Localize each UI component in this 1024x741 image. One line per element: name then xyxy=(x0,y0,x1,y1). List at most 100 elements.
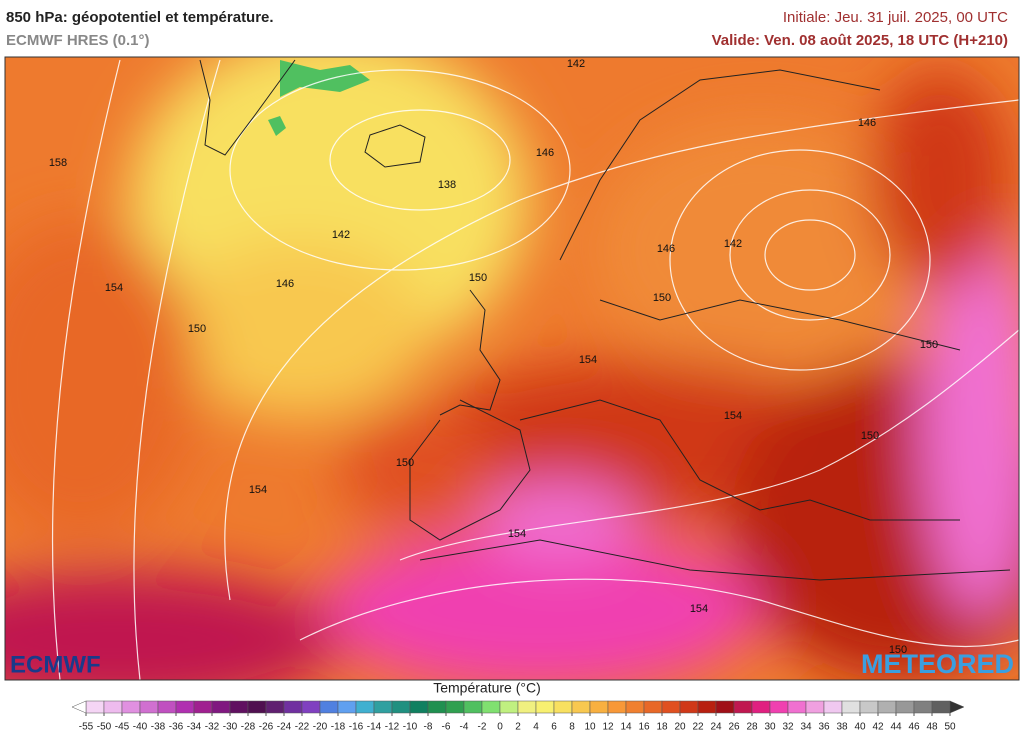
legend-swatch xyxy=(661,700,681,714)
legend-swatch xyxy=(427,700,447,714)
legend-tick-label: 10 xyxy=(584,722,596,733)
legend-swatch xyxy=(643,700,663,714)
legend-swatch xyxy=(895,700,915,714)
legend-arrow-low xyxy=(71,700,87,714)
valid-date: Valide: Ven. 08 août 2025, 18 UTC (H+210… xyxy=(712,32,1008,49)
legend-swatch xyxy=(841,700,861,714)
legend-swatch xyxy=(229,700,249,714)
legend-tick-label: 28 xyxy=(746,722,758,733)
legend-tick-label: -30 xyxy=(223,722,238,733)
legend-swatch xyxy=(265,700,285,714)
legend-tick-label: -18 xyxy=(331,722,346,733)
legend-tick-label: -10 xyxy=(403,722,418,733)
legend-swatch xyxy=(463,700,483,714)
legend-tick-label: -50 xyxy=(97,722,112,733)
legend-tick-label: 36 xyxy=(818,722,830,733)
legend-tick-label: -22 xyxy=(295,722,310,733)
contour-label: 146 xyxy=(536,147,554,159)
legend-tick-label: 4 xyxy=(533,722,539,733)
legend-swatch xyxy=(409,700,429,714)
contour-label: 142 xyxy=(724,238,742,250)
legend-tick-label: -38 xyxy=(151,722,166,733)
legend-tick-label: 20 xyxy=(674,722,686,733)
legend-swatch xyxy=(175,700,195,714)
legend-tick-label: 24 xyxy=(710,722,722,733)
contour-label: 150 xyxy=(920,339,938,351)
legend-swatch xyxy=(319,700,339,714)
legend-swatch xyxy=(103,700,123,714)
legend-tick-label: -4 xyxy=(460,722,469,733)
legend-tick-label: 48 xyxy=(926,722,938,733)
legend-tick-label: 18 xyxy=(656,722,668,733)
contour-label: 146 xyxy=(276,278,294,290)
legend-swatch xyxy=(247,700,267,714)
contour-label: 142 xyxy=(567,58,585,70)
legend-swatch xyxy=(481,700,501,714)
map xyxy=(5,57,1019,680)
legend-tick-label: 22 xyxy=(692,722,704,733)
legend-swatch xyxy=(751,700,771,714)
legend-tick-label: -16 xyxy=(349,722,364,733)
legend-swatch xyxy=(733,700,753,714)
legend-swatch xyxy=(589,700,609,714)
legend-swatch xyxy=(607,700,627,714)
legend-tick-label: -55 xyxy=(79,722,94,733)
contour-label: 158 xyxy=(49,157,67,169)
legend-swatch xyxy=(859,700,879,714)
legend-swatch xyxy=(625,700,645,714)
legend-swatch xyxy=(571,700,591,714)
contour-label: 154 xyxy=(579,354,597,366)
legend-tick-label: -26 xyxy=(259,722,274,733)
legend-tick-label: 8 xyxy=(569,722,575,733)
contour-label: 146 xyxy=(858,117,876,129)
legend-swatch xyxy=(139,700,159,714)
legend-swatch xyxy=(373,700,393,714)
initial-date: Initiale: Jeu. 31 juil. 2025, 00 UTC xyxy=(783,9,1008,26)
contour-label: 142 xyxy=(332,229,350,241)
contour-label: 138 xyxy=(438,179,456,191)
legend-tick-label: 46 xyxy=(908,722,920,733)
legend-swatch xyxy=(535,700,555,714)
legend-tick-label: 12 xyxy=(602,722,614,733)
legend-swatch xyxy=(679,700,699,714)
contour-label: 146 xyxy=(657,243,675,255)
legend-swatch xyxy=(85,700,105,714)
legend-swatch xyxy=(337,700,357,714)
contour-label: 150 xyxy=(396,457,414,469)
legend-tick-label: -36 xyxy=(169,722,184,733)
contour-label: 154 xyxy=(249,484,267,496)
legend-swatch xyxy=(445,700,465,714)
legend-tick-label: 0 xyxy=(497,722,503,733)
legend-swatch xyxy=(517,700,537,714)
legend-tick-label: -2 xyxy=(478,722,487,733)
contour-label: 154 xyxy=(690,603,708,615)
legend-tick-label: -12 xyxy=(385,722,400,733)
legend-swatch xyxy=(877,700,897,714)
legend-tick-label: 26 xyxy=(728,722,740,733)
subtitle: ECMWF HRES (0.1°) xyxy=(6,32,150,49)
legend-swatch xyxy=(823,700,843,714)
legend-swatch xyxy=(553,700,573,714)
legend-swatch xyxy=(769,700,789,714)
legend-swatch xyxy=(697,700,717,714)
contour-label: 154 xyxy=(724,410,742,422)
legend-swatch xyxy=(805,700,825,714)
map-frame xyxy=(4,56,1020,681)
logo-ecmwf: ECMWF xyxy=(10,651,101,678)
legend-arrow-high xyxy=(949,700,965,714)
title: 850 hPa: géopotentiel et température. xyxy=(6,9,274,26)
legend-tick-label: 42 xyxy=(872,722,884,733)
legend-swatch xyxy=(913,700,933,714)
contour-label: 150 xyxy=(188,323,206,335)
legend-tick-label: 50 xyxy=(944,722,956,733)
legend-tick-label: 38 xyxy=(836,722,848,733)
legend-swatch xyxy=(787,700,807,714)
legend-swatch xyxy=(715,700,735,714)
legend-tick-label: 44 xyxy=(890,722,902,733)
legend-swatch xyxy=(391,700,411,714)
legend-tick-label: 30 xyxy=(764,722,776,733)
legend-swatch xyxy=(193,700,213,714)
legend-tick-label: 34 xyxy=(800,722,812,733)
legend-tick-label: -45 xyxy=(115,722,130,733)
